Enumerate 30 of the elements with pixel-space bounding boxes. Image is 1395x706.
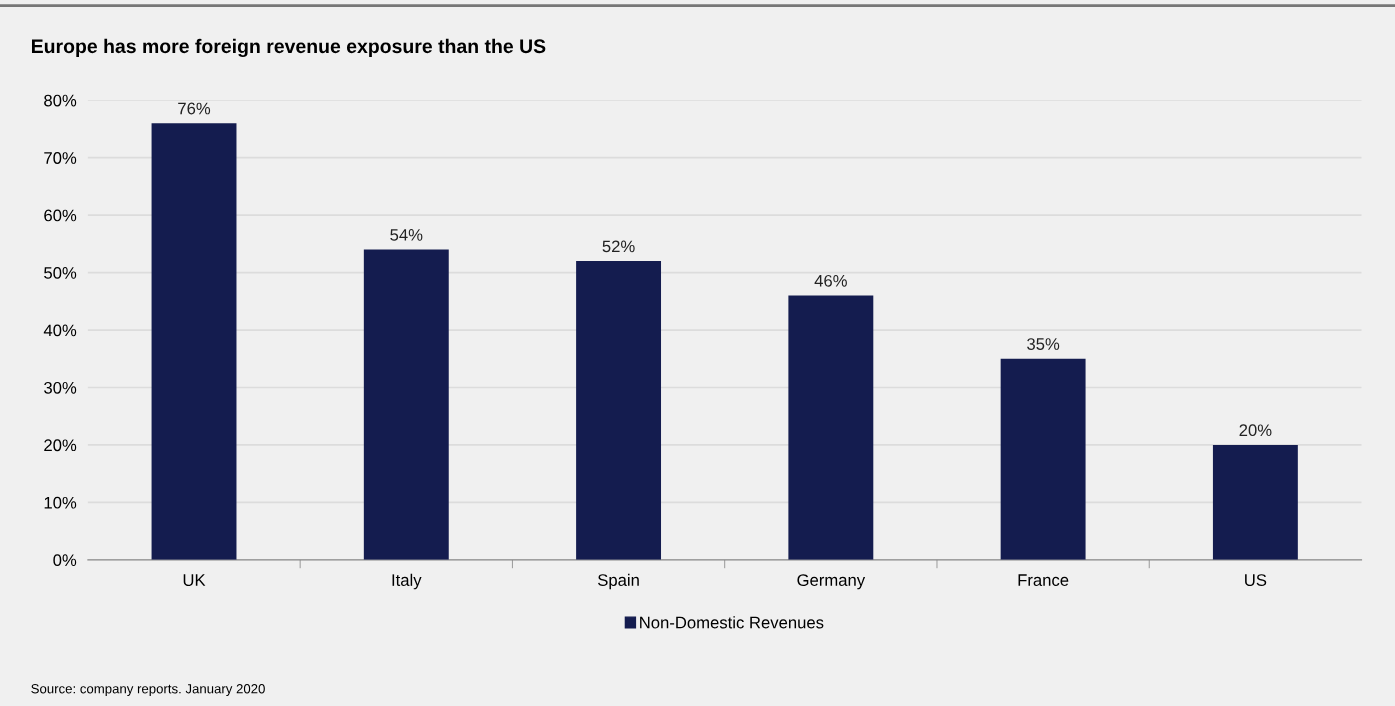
bar bbox=[576, 261, 662, 560]
x-tick-label: UK bbox=[183, 574, 206, 586]
y-tick-label: 20% bbox=[44, 439, 77, 452]
text: 46% bbox=[814, 274, 847, 287]
text: 52% bbox=[602, 240, 635, 253]
x-tick-label: US bbox=[1245, 574, 1267, 586]
y-tick-label: 60% bbox=[44, 209, 77, 222]
x-tick-label: Spain bbox=[598, 573, 639, 590]
bar bbox=[151, 123, 237, 560]
y-tick-label: 30% bbox=[44, 381, 77, 394]
y-tick-label: 10% bbox=[44, 496, 77, 509]
chart-title: Europe has more foreign revenue exposure than the US bbox=[31, 38, 546, 58]
text: 20% bbox=[1239, 424, 1272, 437]
x-tick-label: Italy bbox=[392, 573, 422, 590]
text: 54% bbox=[390, 229, 423, 241]
source-note: Source: company reports. January 2020 bbox=[31, 684, 265, 697]
text: 35% bbox=[1027, 338, 1060, 350]
y-tick-label: 70% bbox=[44, 152, 77, 164]
x-tick-label: France bbox=[1018, 574, 1069, 586]
x-tick-label: Germany bbox=[797, 574, 866, 590]
bar bbox=[1000, 358, 1086, 560]
y-tick-label: 50% bbox=[44, 267, 77, 279]
bar bbox=[1212, 444, 1298, 560]
text: 76% bbox=[178, 102, 211, 115]
bar bbox=[788, 295, 874, 560]
y-tick-label: 80% bbox=[44, 94, 77, 107]
bar bbox=[363, 249, 449, 560]
legend-label: Non-Domestic Revenues bbox=[640, 616, 824, 629]
y-tick-label: 0% bbox=[53, 554, 77, 567]
y-tick-label: 40% bbox=[43, 324, 77, 337]
